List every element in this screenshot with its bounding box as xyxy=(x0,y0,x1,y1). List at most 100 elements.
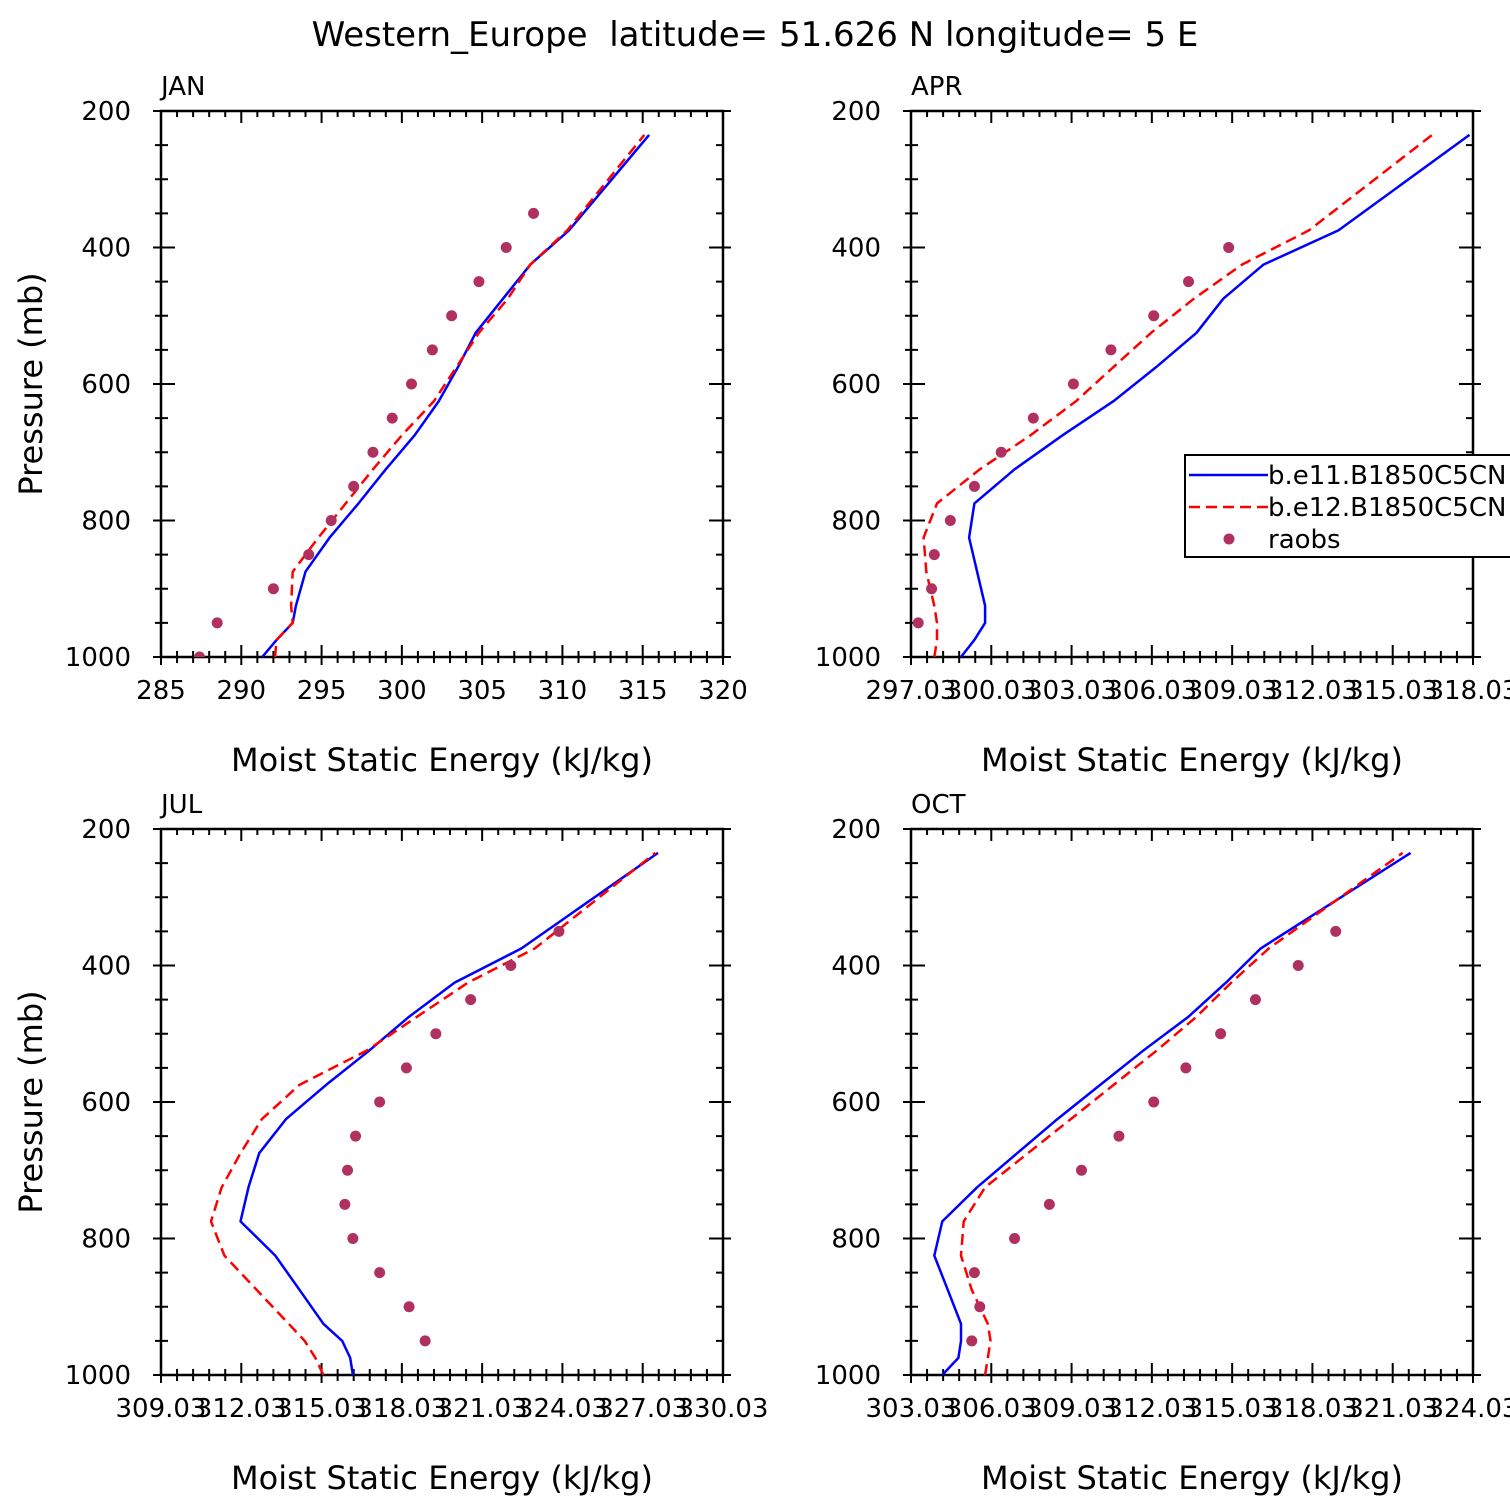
raobs-point xyxy=(1148,310,1160,322)
raobs-point xyxy=(1067,378,1079,390)
series-line-e12 xyxy=(273,134,646,657)
raobs-point xyxy=(505,960,517,971)
x-tick-label: 305 xyxy=(457,676,507,706)
x-tick-label: 315.03 xyxy=(1187,1394,1278,1424)
raobs-point xyxy=(1292,960,1304,971)
raobs-point xyxy=(968,480,980,492)
x-tick-label: 300 xyxy=(377,676,427,706)
x-tick-label: 285 xyxy=(136,676,186,706)
legend-label: raobs xyxy=(1268,525,1341,555)
raobs-point xyxy=(500,242,512,253)
x-tick-label: 297.03 xyxy=(866,676,957,706)
raobs-point xyxy=(1249,994,1261,1006)
x-tick-label: 290 xyxy=(216,676,266,706)
x-tick-label: 309.03 xyxy=(116,1394,207,1424)
y-tick-label: 1000 xyxy=(65,643,131,673)
raobs-point xyxy=(968,1267,980,1279)
y-tick-label: 200 xyxy=(831,97,881,127)
panels: 285 290 295 300 305 310 315 320 200 400 600 800 1000… xyxy=(12,72,1510,1497)
raobs-point xyxy=(465,994,477,1006)
y-tick-label: 400 xyxy=(831,952,881,982)
raobs-point xyxy=(374,1267,386,1279)
x-tick-label: 315.03 xyxy=(276,1394,367,1424)
raobs-point xyxy=(928,549,940,561)
x-tick-label: 309.03 xyxy=(1187,676,1278,706)
raobs-point xyxy=(419,1335,431,1347)
legend-marker-raobs xyxy=(1223,533,1235,545)
y-tick-label: 1000 xyxy=(65,1361,131,1391)
series-line-e11 xyxy=(933,851,1412,1375)
plot-frame xyxy=(909,827,1475,1377)
y-tick-label: 200 xyxy=(81,97,131,127)
y-tick-label: 800 xyxy=(831,507,881,537)
series-line-e11 xyxy=(239,851,659,1375)
y-tick-label: 400 xyxy=(831,234,881,264)
raobs-point xyxy=(405,378,417,390)
raobs-point xyxy=(1113,1130,1125,1142)
x-tick-label: 306.03 xyxy=(946,1394,1037,1424)
figure-title: Western_Europe latitude= 51.626 N longit… xyxy=(312,15,1199,55)
y-axis-label: Pressure (mb) xyxy=(12,272,50,495)
series-line-e11 xyxy=(261,134,651,657)
x-tick-label: 327.03 xyxy=(597,1394,688,1424)
y-tick-label: 600 xyxy=(81,1088,131,1118)
y-tick-label: 800 xyxy=(831,1225,881,1255)
x-tick-label: 306.03 xyxy=(1106,676,1197,706)
x-tick-label: 312.03 xyxy=(1267,676,1358,706)
x-tick-label: 321.03 xyxy=(437,1394,528,1424)
raobs-point xyxy=(1183,276,1195,288)
plot-frame xyxy=(159,109,725,659)
series-line-e12 xyxy=(209,851,657,1375)
raobs-point xyxy=(1105,344,1117,356)
raobs-point xyxy=(1027,412,1039,424)
raobs-point xyxy=(1223,242,1235,253)
series-line-e11 xyxy=(960,133,1471,657)
raobs-point xyxy=(553,925,565,937)
raobs-point xyxy=(1215,1028,1227,1040)
x-tick-label: 330.03 xyxy=(678,1394,769,1424)
panel-title: JUL xyxy=(159,790,203,820)
raobs-point xyxy=(426,344,438,356)
x-tick-label: 310 xyxy=(538,676,588,706)
x-tick-label: 318.03 xyxy=(1267,1394,1358,1424)
x-tick-label: 318.03 xyxy=(1428,676,1510,706)
raobs-point xyxy=(386,412,398,424)
raobs-point xyxy=(446,310,458,322)
raobs-point xyxy=(1043,1198,1055,1210)
legend-box xyxy=(1184,454,1510,558)
raobs-point xyxy=(267,583,279,595)
raobs-point xyxy=(348,480,360,492)
y-tick-label: 1000 xyxy=(815,643,881,673)
raobs-point xyxy=(1009,1233,1021,1244)
y-tick-label: 1000 xyxy=(815,1361,881,1391)
raobs-point xyxy=(374,1096,386,1108)
raobs-point xyxy=(1330,925,1342,937)
x-tick-label: 303.03 xyxy=(866,1394,957,1424)
raobs-point xyxy=(211,617,223,629)
series-line-e12 xyxy=(959,851,1404,1375)
legend-label: b.e12.B1850C5CN xyxy=(1268,493,1506,523)
x-axis-label: Moist Static Energy (kJ/kg) xyxy=(231,1459,653,1497)
y-tick-label: 200 xyxy=(81,815,131,845)
raobs-point xyxy=(367,446,379,458)
y-tick-label: 600 xyxy=(831,1088,881,1118)
x-tick-label: 309.03 xyxy=(1026,1394,1117,1424)
raobs-point xyxy=(1148,1096,1160,1108)
raobs-point xyxy=(926,583,938,595)
panel-jan: 285 290 295 300 305 310 315 320 200 400 600 800 1000… xyxy=(12,72,748,779)
x-tick-label: 300.03 xyxy=(946,676,1037,706)
panel-apr: 297.03300.03303.03306.03309.03312.03315.… xyxy=(815,72,1510,779)
x-tick-label: 324.03 xyxy=(1428,1394,1510,1424)
raobs-point xyxy=(912,617,924,629)
series-group xyxy=(912,133,1471,657)
panel-jul: 309.03312.03315.03318.03321.03324.03327.… xyxy=(12,790,768,1497)
x-tick-label: 318.03 xyxy=(356,1394,447,1424)
panel-title: JAN xyxy=(159,72,205,102)
raobs-point xyxy=(350,1130,362,1142)
y-tick-label: 800 xyxy=(81,507,131,537)
x-tick-label: 312.03 xyxy=(1106,1394,1197,1424)
y-tick-label: 600 xyxy=(831,370,881,400)
raobs-point xyxy=(347,1233,359,1244)
